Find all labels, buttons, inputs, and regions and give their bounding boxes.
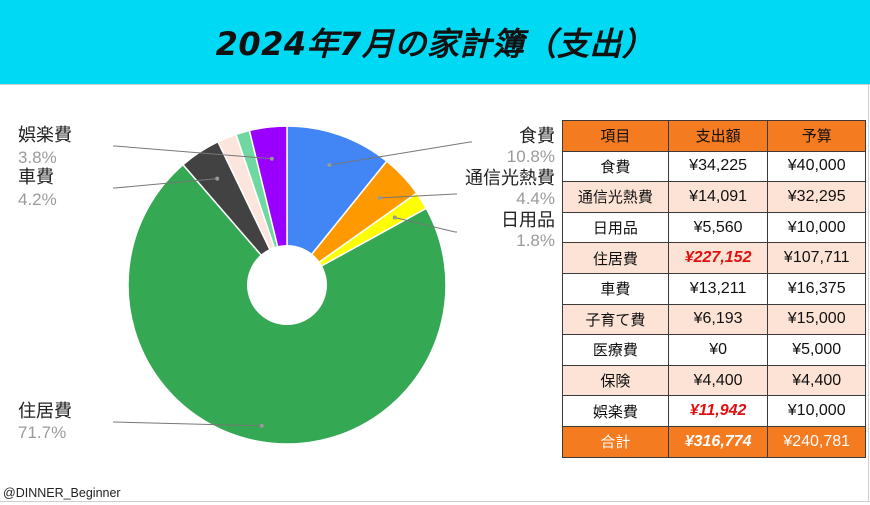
pie-slice-0 <box>286 125 388 288</box>
spent-value: ¥227,152 <box>684 249 752 267</box>
cell-budget: ¥4,400 <box>767 364 866 397</box>
slice-label-name: 娯楽費 <box>18 125 72 146</box>
frame-bottom-line <box>0 501 870 502</box>
slice-label-percent: 71.7% <box>18 423 66 442</box>
title-banner: 2024年7月の家計簿（支出） <box>0 0 870 84</box>
cell-item: 医療費 <box>562 334 669 366</box>
leader-line-1 <box>379 193 457 199</box>
leader-line-3 <box>113 421 262 427</box>
cell-spent: ¥14,091 <box>667 181 769 213</box>
table-row: 娯楽費 ¥11,942 ¥10,000 <box>562 395 866 427</box>
total-budget: ¥240,781 <box>767 425 866 458</box>
spent-value: ¥0 <box>709 340 727 358</box>
leader-line-0 <box>329 141 472 166</box>
slice-label-percent: 1.8% <box>516 231 555 250</box>
cell-spent: ¥11,942 <box>667 395 769 427</box>
spent-value: ¥6,193 <box>693 310 743 328</box>
spent-value: ¥5,560 <box>693 218 743 236</box>
cell-spent: ¥6,193 <box>667 303 769 336</box>
page-title: 2024年7月の家計簿（支出） <box>215 25 655 63</box>
cell-spent: ¥0 <box>667 334 769 366</box>
header-spent: 支出額 <box>667 120 769 152</box>
leader-line-4 <box>113 178 218 189</box>
frame-right-line <box>868 84 869 502</box>
cell-budget: ¥10,000 <box>767 211 866 244</box>
spent-value: ¥13,211 <box>689 279 747 297</box>
table-header-row: 項目 支出額 予算 <box>562 120 866 152</box>
header-budget: 予算 <box>767 120 866 152</box>
cell-budget: ¥32,295 <box>767 181 866 213</box>
cell-spent: ¥4,400 <box>667 364 769 397</box>
cell-item: 通信光熱費 <box>562 181 669 213</box>
slice-label-percent: 3.8% <box>18 148 57 167</box>
leader-dot-3 <box>259 423 264 428</box>
table-body: 食費 ¥34,225 ¥40,000 通信光熱費 ¥14,091 ¥32,295 日用品 ¥5… <box>562 150 866 458</box>
cell-budget: ¥5,000 <box>767 334 866 366</box>
table-row: 車費 ¥13,211 ¥16,375 <box>562 272 866 305</box>
table-row: 食費 ¥34,225 ¥40,000 <box>562 150 866 183</box>
budget-table: 項目 支出額 予算 食費 ¥34,225 ¥40,000 通信光熱費 ¥14,091 ¥3… <box>562 120 866 458</box>
slice-label-name: 通信光熱費 <box>465 168 555 189</box>
credit-handle: @DINNER_Beginner <box>3 486 121 500</box>
cell-spent: ¥13,211 <box>667 272 769 305</box>
pie-slices <box>127 125 447 445</box>
leader-line-2 <box>394 216 457 233</box>
cell-budget: ¥10,000 <box>767 395 866 427</box>
cell-budget: ¥16,375 <box>767 272 866 305</box>
pie-slice-7 <box>248 125 288 286</box>
slice-label-percent: 10.8% <box>507 147 555 166</box>
slice-label-percent: 4.2% <box>18 190 57 209</box>
total-spent-value: ¥316,774 <box>684 432 752 450</box>
leader-dot-1 <box>377 195 382 200</box>
slice-label-name: 日用品 <box>501 210 555 231</box>
total-spent: ¥316,774 <box>667 425 769 458</box>
cell-item: 保険 <box>562 364 669 397</box>
leader-dot-4 <box>215 176 220 181</box>
cell-item: 娯楽費 <box>562 395 669 427</box>
cell-budget: ¥107,711 <box>767 242 866 274</box>
leader-dot-7 <box>269 156 274 161</box>
slice-label-name: 車費 <box>18 167 54 188</box>
table-row: 日用品 ¥5,560 ¥10,000 <box>562 211 866 244</box>
cell-item: 食費 <box>562 150 669 183</box>
table-row: 保険 ¥4,400 ¥4,400 <box>562 364 866 397</box>
cell-spent: ¥227,152 <box>667 242 769 274</box>
table-row: 住居費 ¥227,152 ¥107,711 <box>562 242 866 274</box>
cell-spent: ¥34,225 <box>667 150 769 183</box>
cell-item: 車費 <box>562 272 669 305</box>
table-row: 子育て費 ¥6,193 ¥15,000 <box>562 303 866 336</box>
table-total-row: 合計 ¥316,774 ¥240,781 <box>562 425 866 458</box>
total-label: 合計 <box>562 425 669 458</box>
cell-spent: ¥5,560 <box>667 211 769 244</box>
spent-value: ¥34,225 <box>689 157 748 175</box>
frame-top-line <box>0 84 870 85</box>
table-row: 通信光熱費 ¥14,091 ¥32,295 <box>562 181 866 213</box>
slice-label-percent: 4.4% <box>516 189 555 208</box>
spent-value: ¥14,091 <box>689 187 748 205</box>
cell-item: 日用品 <box>562 211 669 244</box>
slice-label-name: 住居費 <box>18 401 72 422</box>
spent-value: ¥11,942 <box>689 402 747 420</box>
pie-hole <box>247 245 327 325</box>
table-row: 医療費 ¥0 ¥5,000 <box>562 334 866 366</box>
slice-label-name: 食費 <box>519 126 555 147</box>
leader-line-7 <box>113 145 272 160</box>
cell-item: 住居費 <box>562 242 669 274</box>
header-item: 項目 <box>562 120 669 152</box>
leader-lines <box>113 141 472 428</box>
cell-budget: ¥15,000 <box>767 303 866 336</box>
leader-dot-2 <box>392 215 397 220</box>
spent-value: ¥4,400 <box>693 371 743 389</box>
cell-item: 子育て費 <box>562 303 669 336</box>
leader-dot-0 <box>327 163 332 168</box>
cell-budget: ¥40,000 <box>767 150 866 183</box>
